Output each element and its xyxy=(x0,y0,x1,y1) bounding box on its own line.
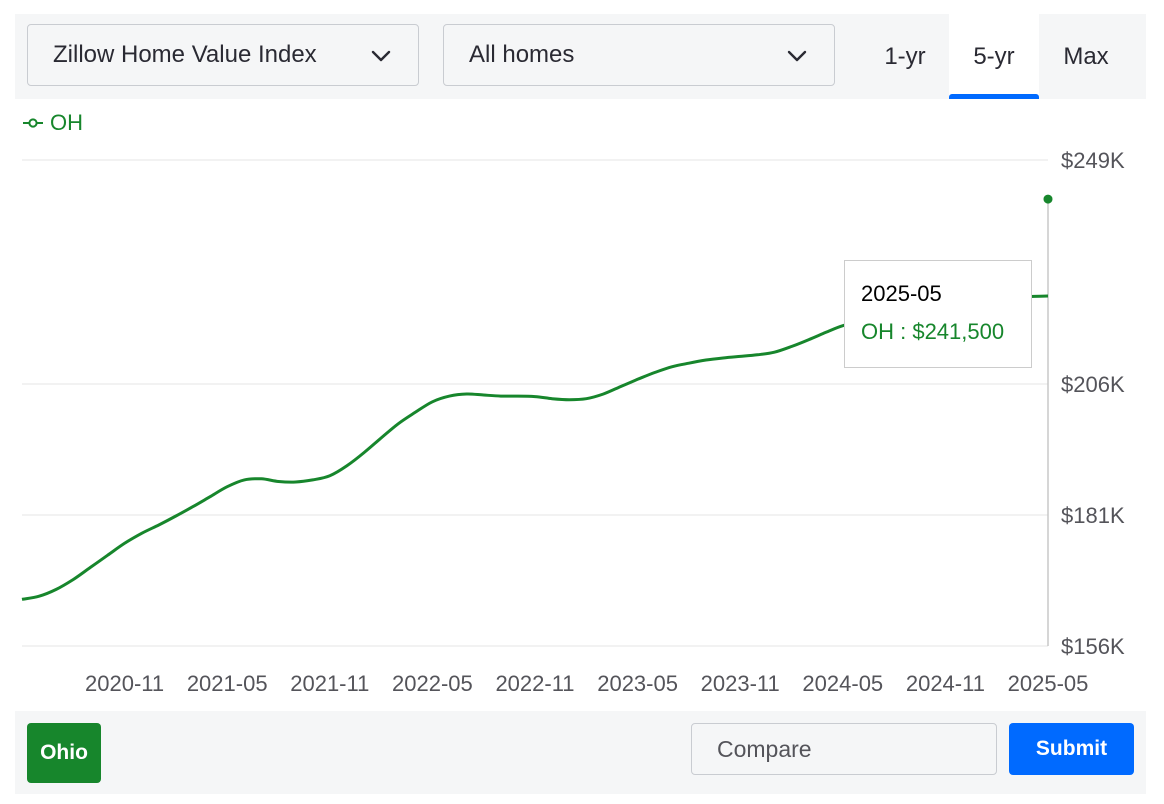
y-tick-label: $206K xyxy=(1061,372,1125,397)
chart-controls-bar: Zillow Home Value Index All homes 1-yr 5… xyxy=(15,14,1146,99)
y-tick-label: $156K xyxy=(1061,634,1125,659)
y-tick-label: $249K xyxy=(1061,148,1125,173)
x-tick-label: 2023-11 xyxy=(701,671,780,696)
chart-legend[interactable]: OH xyxy=(22,110,83,136)
tooltip-value: OH : $241,500 xyxy=(861,319,1005,344)
y-tick-label: $181K xyxy=(1061,503,1125,528)
x-tick-label: 2022-05 xyxy=(392,671,473,696)
tooltip-date: 2025-05 xyxy=(861,281,942,306)
submit-button[interactable]: Submit xyxy=(1009,723,1134,775)
x-tick-label: 2023-05 xyxy=(597,671,678,696)
home-type-select-value: All homes xyxy=(469,41,575,68)
highlight-point xyxy=(1043,194,1053,204)
compare-input[interactable] xyxy=(691,723,997,775)
tab-max[interactable]: Max xyxy=(1063,42,1109,70)
x-tick-label: 2024-11 xyxy=(906,671,985,696)
home-type-select[interactable]: All homes xyxy=(443,24,835,86)
x-tick-label: 2022-11 xyxy=(495,671,574,696)
chevron-down-icon xyxy=(787,50,807,62)
line-chart: $249K $206K $181K $156K 2020-11 2021-05 2021-1… xyxy=(21,148,1125,696)
compare-bar: Ohio Submit xyxy=(15,711,1146,794)
metric-select[interactable]: Zillow Home Value Index xyxy=(27,24,419,86)
metric-select-value: Zillow Home Value Index xyxy=(53,41,317,68)
line-marker-icon xyxy=(23,118,43,128)
x-tick-label: 2021-11 xyxy=(290,671,369,696)
chevron-down-icon xyxy=(371,50,391,62)
x-tick-label: 2024-05 xyxy=(802,671,883,696)
chart-tooltip: 2025-05 OH : $241,500 xyxy=(844,260,1032,368)
tab-1-yr[interactable]: 1-yr xyxy=(884,42,926,70)
x-tick-label: 2020-11 xyxy=(85,671,164,696)
region-chip-ohio[interactable]: Ohio xyxy=(27,723,101,783)
legend-label: OH xyxy=(50,110,83,135)
x-tick-label: 2025-05 xyxy=(1008,671,1089,696)
x-tick-label: 2021-05 xyxy=(187,671,268,696)
tab-5-yr[interactable]: 5-yr xyxy=(949,14,1039,99)
